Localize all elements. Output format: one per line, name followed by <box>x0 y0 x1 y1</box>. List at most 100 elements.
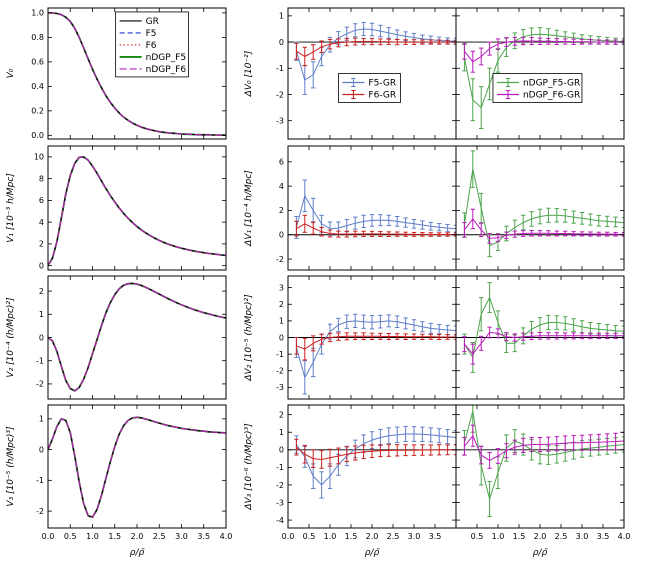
series-line-F6-GR <box>296 335 456 350</box>
ytick-label: -2 <box>276 90 284 99</box>
xtick-label: 4.0 <box>618 532 631 541</box>
legend-label: F5-GR <box>368 79 396 89</box>
x-axis-label: ρ/ρ̄ <box>130 548 145 558</box>
ytick-label: 1 <box>39 310 44 319</box>
series-line-nDGP_F6-GR <box>464 218 624 239</box>
series-line-nDGP_F5-GR <box>463 410 624 501</box>
series-line-F6 <box>48 416 226 518</box>
panel-border <box>47 404 227 529</box>
xtick-label: 0.5 <box>471 532 484 541</box>
series-line-F6-GR <box>296 41 456 58</box>
series-line-F5-GR <box>295 194 456 230</box>
ytick-label: 2 <box>279 206 284 215</box>
panel-v2: -2 -1 0 1 2 V₂ [10⁻⁴ (h/Mpc)²] <box>6 275 227 400</box>
xtick-label: 1.5 <box>345 532 358 541</box>
series-line-nDGP_F5 <box>48 416 226 519</box>
ytick-label: 1 <box>279 12 284 21</box>
ytick-label: 2 <box>279 300 284 309</box>
ytick-label: -1 <box>276 350 284 359</box>
series-line-F5-GR <box>295 433 456 486</box>
x-axis-label: ρ/ρ̄ <box>533 548 548 558</box>
y-axis-label: ΔV₃ [10⁻⁶ (h/Mpc)³] <box>244 423 254 511</box>
series-line-nDGP_F6 <box>48 416 226 518</box>
series-line-F5 <box>48 156 226 266</box>
plot-area <box>456 282 624 373</box>
series-line-GR <box>48 416 226 518</box>
legend-label: F6 <box>146 41 157 51</box>
ytick-label: 4 <box>279 182 284 191</box>
xtick-label: 1.5 <box>513 532 526 541</box>
ytick-label: 0 <box>39 261 44 270</box>
series-line-nDGP_F5 <box>48 155 226 267</box>
legend-label: F5 <box>146 29 157 39</box>
xtick-label: 1.5 <box>108 532 121 541</box>
ytick-label: 0.2 <box>31 107 44 116</box>
legend-label: nDGP_F5-GR <box>523 79 580 89</box>
ytick-label: 0.8 <box>31 33 44 42</box>
xtick-label: 1.0 <box>86 532 99 541</box>
ytick-label: 8 <box>39 174 44 183</box>
legend-label: nDGP_F5 <box>146 53 186 63</box>
xtick-label: 3.0 <box>408 532 421 541</box>
xtick-label: 0.0 <box>42 532 55 541</box>
series-line-nDGP_F6 <box>48 156 226 266</box>
series-line-F5-GR <box>295 320 456 379</box>
legend-label: GR <box>146 17 159 27</box>
panel-dv0-n: nDGP_F5-GR nDGP_F6-GR <box>455 7 625 140</box>
ytick-label: 0.4 <box>31 82 44 91</box>
ytick-label: -1 <box>36 357 44 366</box>
plot-area <box>456 27 624 130</box>
ytick-label: 2 <box>39 240 44 249</box>
panel-v3: -2 -1 0 1 V₃ [10⁻⁵ (h/Mpc)³] 0.0 0.5 1.0 1.5 2.0 2… <box>6 404 233 558</box>
series-line-nDGP_F6 <box>48 12 226 136</box>
ytick-label: 3 <box>279 283 284 292</box>
plot-area <box>288 425 456 499</box>
ytick-label: 0 <box>279 38 284 47</box>
ytick-label: 2 <box>279 410 284 419</box>
ytick-label: 4 <box>39 218 44 227</box>
legend: F5-GR F6-GR <box>337 73 401 103</box>
legend-label: F6-GR <box>368 91 396 101</box>
legend-label: nDGP_F6-GR <box>523 91 580 101</box>
series-line-nDGP_F6-GR <box>464 434 624 461</box>
xtick-label: 0.5 <box>64 532 77 541</box>
series-line-nDGP_F6 <box>48 282 226 392</box>
ytick-label: -2 <box>36 380 44 389</box>
ytick-label: -2 <box>36 507 44 516</box>
y-axis-label: ΔV₀ [10⁻²] <box>244 50 254 97</box>
xtick-label: 0.0 <box>282 532 295 541</box>
panel-dv1-n <box>455 145 625 271</box>
panel-dv2-f: -3 -2 -1 0 1 2 3 ΔV₂ [10⁻⁵ (h/Mpc)²] <box>244 275 457 400</box>
ytick-label: 1 <box>39 415 44 424</box>
xtick-label: 3.5 <box>597 532 610 541</box>
ytick-label: 1.0 <box>31 9 44 18</box>
ytick-label: 0.6 <box>31 58 44 67</box>
panel-dv3-n: 0.5 1.0 1.5 2.0 2.5 3.0 3.5 4.0 ρ/ρ̄ <box>455 404 631 558</box>
series-line-nDGP_F5 <box>48 282 226 392</box>
ytick-label: 0 <box>39 445 44 454</box>
y-axis-label: ΔV₂ [10⁻⁵ (h/Mpc)²] <box>244 294 254 382</box>
y-axis-label: V₂ [10⁻⁴ (h/Mpc)²] <box>6 297 16 378</box>
panel-v1: 0 2 4 6 8 10 V₁ [10⁻³ h/Mpc] <box>6 145 227 271</box>
plot-area <box>48 12 226 136</box>
ytick-label: -2 <box>276 255 284 264</box>
series-line-nDGP_F5-GR <box>463 168 624 247</box>
xtick-label: 3.0 <box>175 532 188 541</box>
ytick-label: -3 <box>276 383 284 392</box>
plot-area <box>456 150 624 258</box>
ytick-label: 6 <box>279 158 284 167</box>
plot-area <box>48 282 226 392</box>
xtick-label: 2.5 <box>387 532 400 541</box>
xtick-label: 2.0 <box>366 532 379 541</box>
plot-area <box>48 155 226 267</box>
xtick-label: 3.0 <box>576 532 589 541</box>
ytick-label: 0.0 <box>31 131 44 140</box>
xtick-label: 2.5 <box>153 532 166 541</box>
ytick-label: -1 <box>276 64 284 73</box>
series-line-F5 <box>48 416 226 518</box>
x-axis-label: ρ/ρ̄ <box>365 548 380 558</box>
panel-dv1-f: -2 0 2 4 6 ΔV₁ [10⁻⁴ h/Mpc] <box>244 145 457 271</box>
xtick-label: 4.0 <box>220 532 233 541</box>
plot-area <box>288 179 456 239</box>
